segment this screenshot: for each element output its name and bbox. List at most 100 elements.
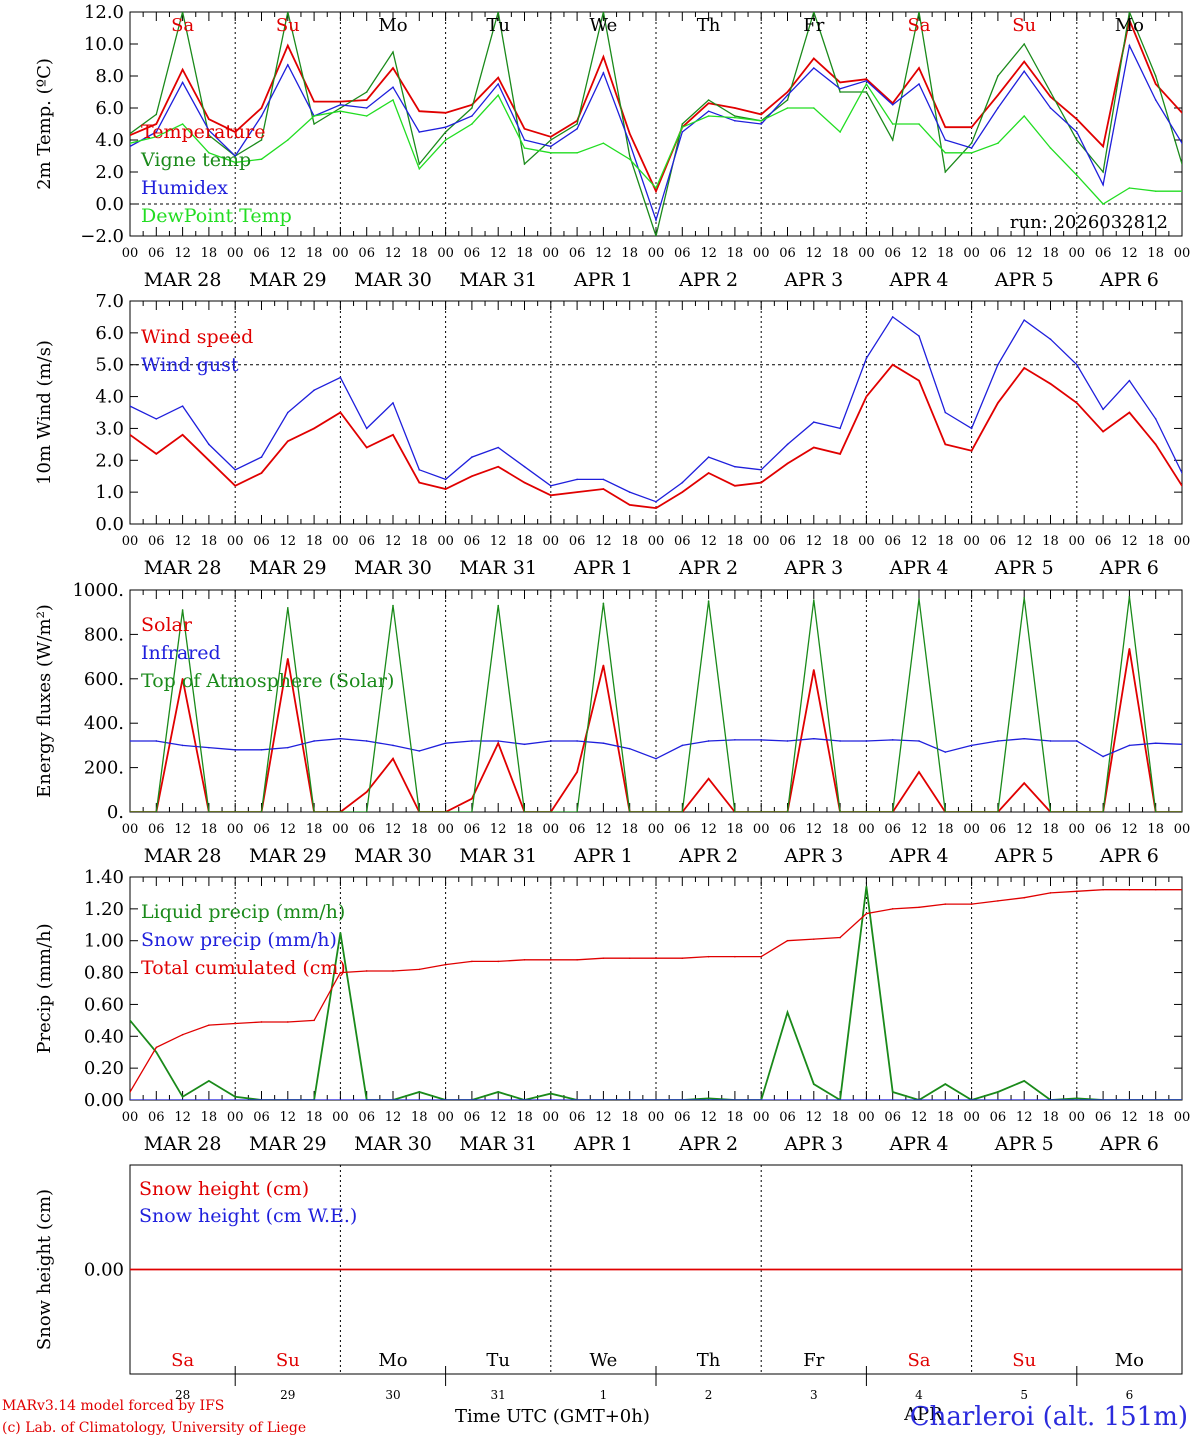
weekday-label: Fr — [803, 15, 824, 36]
data-point — [1023, 1099, 1025, 1100]
data-point — [287, 440, 289, 442]
data-point — [392, 402, 394, 404]
data-point — [339, 104, 342, 106]
data-point — [997, 142, 999, 144]
data-point — [1023, 115, 1025, 117]
data-point — [260, 749, 263, 751]
data-point — [1181, 1099, 1182, 1100]
hour-tick-label: 12 — [1016, 1110, 1033, 1125]
data-point — [523, 128, 526, 130]
legend-entry: Solar — [141, 614, 193, 636]
data-point — [918, 771, 920, 773]
data-point — [1102, 203, 1104, 205]
data-point — [602, 12, 605, 13]
hour-tick-label: 06 — [779, 534, 796, 549]
hour-tick-label: 06 — [674, 534, 691, 549]
data-point — [523, 465, 526, 468]
hour-tick-label: 00 — [648, 246, 665, 261]
data-point — [734, 1099, 736, 1100]
data-point — [1023, 43, 1025, 45]
hour-tick-label: 00 — [437, 534, 454, 549]
data-point — [1076, 363, 1078, 366]
data-point — [444, 1099, 447, 1100]
data-point — [760, 113, 762, 116]
data-point — [181, 12, 184, 13]
data-point — [130, 434, 131, 436]
day-number: 29 — [280, 1388, 295, 1402]
hour-tick-label: 12 — [385, 534, 402, 549]
data-point — [287, 139, 289, 141]
data-point — [1102, 171, 1104, 173]
data-point — [471, 811, 473, 812]
data-point — [234, 1096, 236, 1098]
hour-tick-label: 12 — [700, 534, 717, 549]
data-point — [471, 107, 473, 109]
y-tick-label: 2.0 — [95, 162, 124, 183]
data-point — [1128, 744, 1131, 747]
hour-tick-label: 18 — [727, 1110, 744, 1125]
data-point — [1128, 648, 1131, 650]
hour-tick-label: 12 — [806, 1110, 823, 1125]
data-point — [208, 746, 210, 749]
data-point — [392, 86, 394, 88]
data-point — [523, 139, 526, 141]
data-point — [813, 669, 815, 671]
data-point — [839, 453, 841, 455]
data-point — [392, 51, 394, 53]
lab-credit: (c) Lab. of Climatology, University of L… — [2, 1420, 307, 1436]
data-point — [339, 737, 342, 740]
hour-tick-label: 12 — [174, 822, 191, 837]
data-point — [1154, 83, 1157, 85]
data-point — [1023, 782, 1025, 784]
data-point — [970, 152, 973, 154]
data-point — [681, 491, 684, 493]
data-point — [365, 115, 368, 117]
data-point — [970, 1099, 973, 1100]
data-point — [287, 12, 289, 13]
hour-tick-label: 18 — [306, 246, 323, 261]
data-point — [1049, 1099, 1052, 1100]
date-label: MAR 29 — [249, 845, 327, 867]
data-point — [339, 110, 342, 112]
hour-tick-label: 18 — [621, 822, 638, 837]
hour-tick-label: 12 — [490, 534, 507, 549]
data-point — [392, 604, 394, 607]
hour-tick-label: 00 — [1174, 822, 1191, 837]
hour-tick-label: 06 — [253, 822, 270, 837]
data-point — [1076, 1099, 1078, 1100]
data-point — [1023, 70, 1025, 72]
data-point — [839, 88, 841, 90]
data-point — [234, 811, 236, 812]
hour-tick-label: 18 — [201, 822, 218, 837]
data-point — [339, 811, 342, 812]
data-point — [444, 478, 447, 481]
data-point — [523, 959, 526, 961]
hour-tick-label: 18 — [411, 534, 428, 549]
data-point — [839, 740, 841, 742]
data-point — [130, 1019, 131, 1022]
data-point — [155, 418, 158, 420]
data-point — [1154, 742, 1157, 744]
date-label: APR 3 — [783, 557, 843, 579]
data-point — [760, 469, 762, 471]
hour-tick-label: 00 — [122, 1110, 139, 1125]
data-point — [628, 747, 631, 750]
data-point — [1049, 892, 1052, 894]
date-label: MAR 28 — [144, 845, 222, 867]
hour-tick-label: 06 — [569, 822, 586, 837]
y-tick-label: 0.00 — [84, 1260, 124, 1281]
data-point — [786, 94, 789, 96]
hour-tick-label: 18 — [727, 822, 744, 837]
hour-tick-label: 18 — [832, 822, 849, 837]
hour-tick-label: 00 — [963, 534, 980, 549]
data-point — [628, 491, 631, 493]
date-label: MAR 29 — [249, 1133, 327, 1155]
data-point — [130, 145, 131, 148]
data-point — [418, 1099, 421, 1100]
data-point — [918, 67, 920, 69]
data-point — [181, 68, 184, 71]
data-point — [1023, 596, 1025, 599]
data-point — [1076, 139, 1078, 141]
data-point — [576, 123, 578, 125]
data-point — [1181, 888, 1182, 891]
